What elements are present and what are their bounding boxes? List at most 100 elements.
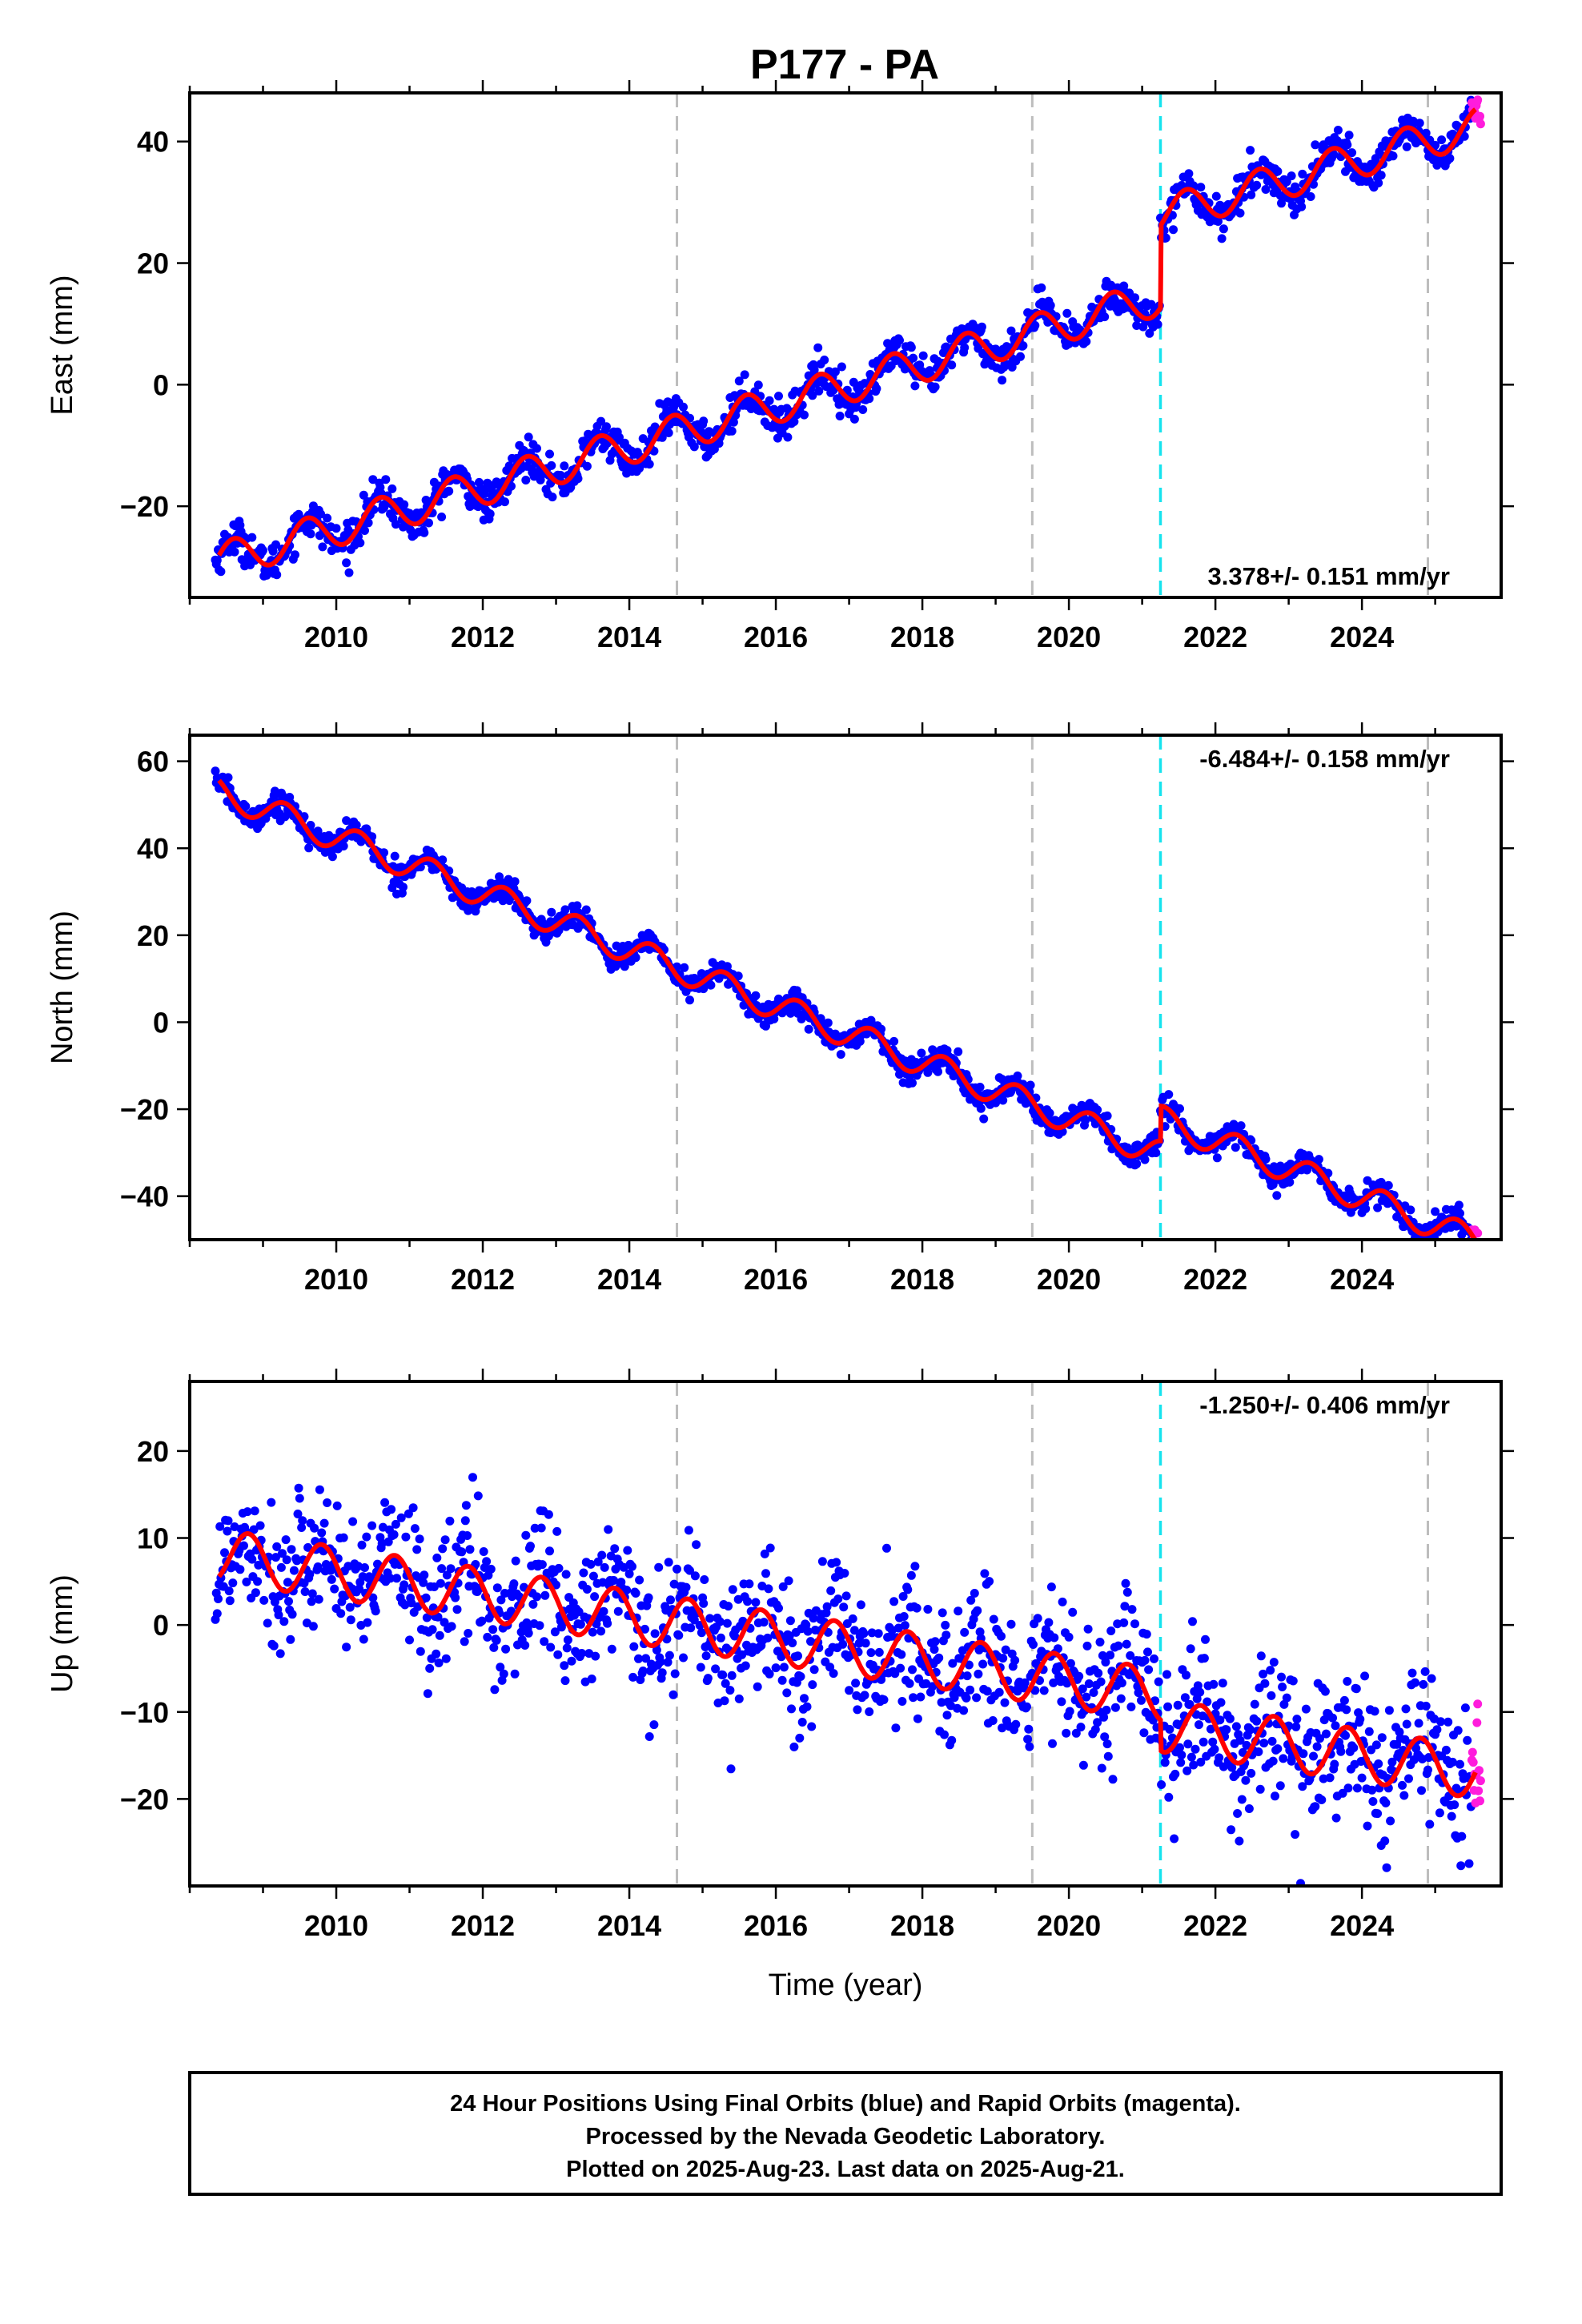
final-point (241, 802, 251, 811)
final-point (913, 1714, 922, 1723)
final-point (339, 842, 348, 850)
final-point (284, 1597, 293, 1606)
final-point (379, 848, 388, 858)
final-point (468, 1473, 477, 1482)
final-point (560, 905, 570, 915)
final-point (1184, 169, 1194, 179)
final-point (1291, 1830, 1300, 1839)
final-point (823, 1018, 833, 1027)
final-point (1078, 1760, 1088, 1770)
final-point (1275, 1781, 1285, 1791)
final-point (1399, 1791, 1409, 1800)
final-point (1199, 1737, 1208, 1747)
final-point (1082, 1641, 1092, 1651)
final-point (212, 556, 222, 565)
final-point (561, 1570, 571, 1579)
final-point (1250, 1699, 1259, 1709)
final-point (722, 1618, 732, 1628)
final-point (480, 489, 489, 498)
final-point (1046, 1582, 1056, 1592)
final-point (1343, 1783, 1353, 1793)
final-point (883, 339, 893, 348)
final-point (628, 1562, 636, 1571)
final-point (602, 422, 611, 432)
final-point (1076, 1723, 1086, 1732)
x-tick-label: 2010 (304, 1263, 368, 1296)
final-point (1163, 1702, 1173, 1711)
final-point (1108, 1775, 1118, 1784)
final-point (1140, 1655, 1150, 1665)
final-point (381, 475, 391, 485)
final-point (1024, 1724, 1034, 1734)
final-point (715, 1617, 725, 1626)
final-point (389, 1530, 399, 1539)
final-point (947, 360, 957, 370)
final-point (401, 1532, 411, 1542)
final-point (974, 1669, 983, 1679)
final-point (582, 461, 592, 471)
x-tick-label: 2014 (597, 1263, 661, 1296)
final-point (807, 1722, 817, 1731)
final-point (510, 1669, 520, 1679)
y-axis-label: Up (mm) (46, 1574, 79, 1693)
final-point (1352, 1783, 1362, 1793)
final-point (1357, 1773, 1367, 1783)
final-point (357, 1540, 367, 1550)
plot-area (211, 735, 1484, 1240)
final-point (412, 1545, 422, 1554)
final-point (1261, 185, 1271, 194)
final-point (342, 1642, 351, 1652)
final-point (1431, 140, 1440, 150)
final-point (1046, 300, 1055, 310)
final-point (1457, 1831, 1467, 1841)
final-point (809, 365, 819, 375)
final-point (1126, 1702, 1136, 1711)
final-point (1269, 1658, 1279, 1667)
final-point (1415, 119, 1424, 128)
final-point (690, 1571, 700, 1581)
final-point (1454, 1200, 1464, 1210)
final-point (1121, 1578, 1130, 1588)
final-point (1048, 1739, 1057, 1748)
final-point (1273, 1744, 1283, 1754)
final-point (473, 1491, 483, 1501)
final-point (765, 1669, 774, 1679)
final-point (1311, 140, 1320, 150)
final-point (830, 367, 840, 376)
final-point (1050, 1633, 1059, 1642)
final-point (664, 1558, 673, 1567)
final-point (479, 1547, 488, 1556)
final-point (281, 1535, 291, 1545)
y-tick-label: 20 (137, 1435, 169, 1468)
final-point (1195, 1687, 1205, 1697)
final-point (1083, 1624, 1093, 1634)
final-point (1328, 1713, 1337, 1723)
final-point (841, 1591, 851, 1601)
final-point (724, 1602, 733, 1611)
final-point (860, 379, 869, 388)
final-point (432, 1649, 441, 1659)
final-point (1150, 1654, 1158, 1663)
final-point (1212, 1153, 1222, 1163)
final-point (495, 872, 504, 882)
final-point (840, 1569, 849, 1578)
final-point (865, 1707, 874, 1716)
final-point (829, 1669, 838, 1679)
final-point (692, 1540, 701, 1550)
final-point (1196, 183, 1206, 192)
x-tick-label: 2014 (597, 1909, 661, 1942)
y-tick-label: 0 (153, 1609, 169, 1642)
final-point (223, 773, 233, 782)
final-point (832, 1558, 841, 1567)
final-point (1175, 1104, 1184, 1113)
final-point (774, 392, 783, 401)
final-point (563, 1635, 572, 1645)
final-point (259, 545, 267, 555)
final-point (287, 1610, 297, 1619)
final-point (1164, 1792, 1174, 1802)
caption-line-2: Processed by the Nevada Geodetic Laborat… (586, 2124, 1106, 2149)
final-point (1380, 1836, 1390, 1846)
final-point (1130, 1619, 1139, 1629)
final-point (1095, 1638, 1105, 1647)
final-point (813, 343, 823, 352)
